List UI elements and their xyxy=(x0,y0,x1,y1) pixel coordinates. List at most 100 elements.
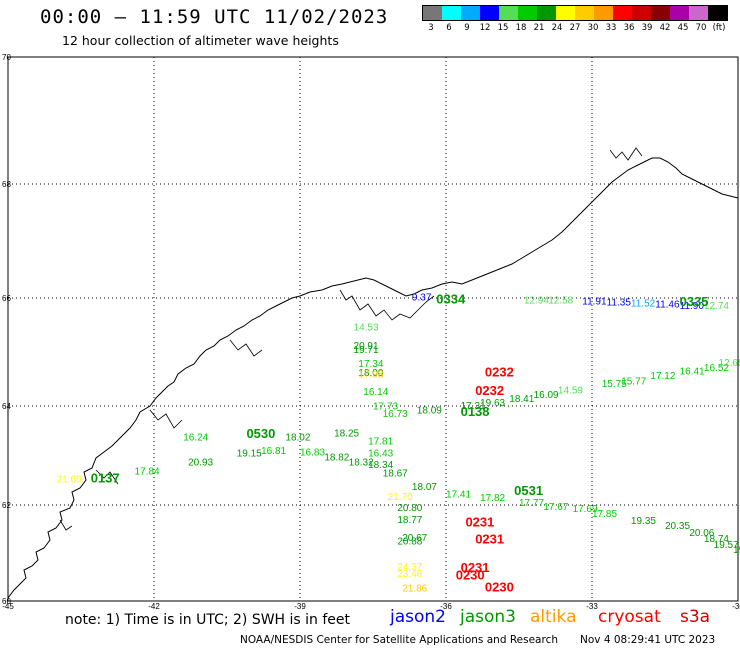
scale-tick-label: 42 xyxy=(659,23,671,33)
wave-height-point: 17.84 xyxy=(135,466,160,477)
scale-swatch xyxy=(461,6,480,20)
wave-height-point: 11.91 xyxy=(582,296,607,307)
wave-height-point: 21.60 xyxy=(57,475,82,486)
pass-time-label: 0531 xyxy=(514,483,543,498)
scale-tick-label: 18 xyxy=(515,23,527,33)
lon-label: -36 xyxy=(440,602,452,611)
wave-height-point: 18.02 xyxy=(285,433,310,444)
wave-height-point: 19.71 xyxy=(354,345,379,356)
wave-height-point: 16.41 xyxy=(680,367,705,378)
pass-time-label: 0232 xyxy=(475,383,504,398)
wave-height-point: 16.09 xyxy=(534,390,559,401)
lat-label: 70 xyxy=(2,53,11,62)
wave-height-point: 17.81 xyxy=(368,437,393,448)
wave-height-point: 18.82 xyxy=(324,452,349,463)
wave-height-point: 24.37 xyxy=(397,562,422,573)
wave-height-point: 16.52 xyxy=(704,363,729,374)
wave-height-point: 17.73 xyxy=(373,401,398,412)
map-frame xyxy=(7,56,739,602)
wave-height-point: 20.80 xyxy=(397,503,422,514)
wave-height-point: 19.15 xyxy=(237,448,262,459)
wave-height-point: 19.57 xyxy=(714,540,739,551)
wave-height-point: 17.34 xyxy=(358,359,383,370)
coastline xyxy=(7,157,739,599)
footer-timestamp: Nov 4 08:29:41 UTC 2023 xyxy=(580,634,716,646)
wave-height-point: 17.98 xyxy=(358,369,383,380)
wave-height-point: 11.35 xyxy=(607,298,632,309)
pass-time-label: 0232 xyxy=(485,364,514,379)
pass-time-label: 0230 xyxy=(456,567,485,582)
wave-height-point: 20.93 xyxy=(188,457,213,468)
wave-height-point: 12.58 xyxy=(548,295,573,306)
pass-time-label: 0231 xyxy=(461,560,490,575)
wave-height-point: 19.83 xyxy=(733,545,740,556)
coastline-fjords xyxy=(59,147,643,531)
wave-height-point: 17.31 xyxy=(461,401,486,412)
axis-labels: 70 68 66 64 62 60-45 -42 -39 -36 -33 -30 xyxy=(2,53,740,611)
page-title: 00:00 – 11:59 UTC 11/02/2023 xyxy=(40,6,389,28)
scale-swatch xyxy=(423,6,442,20)
pass-time-label: 0231 xyxy=(475,531,504,546)
pass-time-label: 0530 xyxy=(246,426,275,441)
wave-height-point: 19.35 xyxy=(631,516,656,527)
scale-swatch xyxy=(613,6,632,20)
legend: note: 1) Time is in UTC; 2) SWH is in fe… xyxy=(10,607,740,631)
lon-label: -30 xyxy=(732,602,740,611)
wave-height-point: 16.24 xyxy=(183,433,208,444)
wave-height-point: 18.09 xyxy=(417,405,442,416)
lat-label: 66 xyxy=(2,294,11,303)
lat-label: 68 xyxy=(2,180,11,189)
scale-tick-label: 45 xyxy=(677,23,689,33)
wave-height-point: 20.88 xyxy=(397,536,422,547)
grid-lines xyxy=(8,57,738,601)
scale-swatch xyxy=(689,6,708,20)
scale-tick-label: 30 xyxy=(587,23,599,33)
wave-height-point: 20.67 xyxy=(402,533,427,544)
scale-unit-label: (ft) xyxy=(712,23,726,33)
scale-swatch xyxy=(575,6,594,20)
legend-jason2: jason2 xyxy=(390,607,446,627)
wave-height-point: 15.77 xyxy=(621,376,646,387)
pass-time-label: 0334 xyxy=(436,291,466,306)
color-scale-bar xyxy=(422,5,728,21)
time-labels: 0334 033502320232013805300137053102310231… xyxy=(91,291,709,594)
lat-label: 60 xyxy=(2,597,11,606)
wave-height-point: 14.53 xyxy=(354,322,379,333)
scale-tick-label: 15 xyxy=(497,23,509,33)
wave-height-point: 11.52 xyxy=(631,299,656,310)
scale-tick-label: 70 xyxy=(695,23,707,33)
scale-tick-label: 33 xyxy=(605,23,617,33)
scale-swatch xyxy=(670,6,689,20)
legend-note: note: 1) Time is in UTC; 2) SWH is in fe… xyxy=(65,612,351,628)
wave-height-point: 9.37 xyxy=(412,293,432,304)
scale-tick-label: 21 xyxy=(533,23,545,33)
pass-time-label: 0231 xyxy=(465,515,494,530)
legend-altika: altika xyxy=(530,607,577,627)
legend-s3a: s3a xyxy=(680,607,711,627)
pass-time-label: 0137 xyxy=(91,471,120,486)
wave-height-point: 19.63 xyxy=(480,398,505,409)
scale-tick-label: 9 xyxy=(464,23,470,33)
wave-height-point: 12.65 xyxy=(719,358,740,369)
wave-height-point: 18.32 xyxy=(349,457,374,468)
footer-credit: NOAA/NESDIS Center for Satellite Applica… xyxy=(240,634,558,646)
wave-height-point: 16.43 xyxy=(368,448,393,459)
wave-height-point: 14.59 xyxy=(558,386,583,397)
wave-height-point: 15.75 xyxy=(602,379,627,390)
scale-swatch xyxy=(632,6,651,20)
pass-time-label: 0335 xyxy=(680,294,709,309)
wave-height-point: 17.12 xyxy=(650,371,675,382)
scale-swatch xyxy=(518,6,537,20)
lon-label: -33 xyxy=(586,602,598,611)
lat-label: 62 xyxy=(2,501,11,510)
color-scale: 3 6 9 12 15 18 21 24 27 30 33 36 39 42 45 70 (ft) xyxy=(422,5,728,35)
wave-height-point: 17.82 xyxy=(480,493,505,504)
wave-height-point: 17.77 xyxy=(519,498,544,509)
lon-label: -45 xyxy=(2,602,14,611)
scale-swatch xyxy=(556,6,575,20)
scale-tick-label: 24 xyxy=(551,23,563,33)
wave-height-point: 23.46 xyxy=(397,569,422,580)
scale-swatch xyxy=(442,6,461,20)
wave-height-point: 16.83 xyxy=(300,448,325,459)
